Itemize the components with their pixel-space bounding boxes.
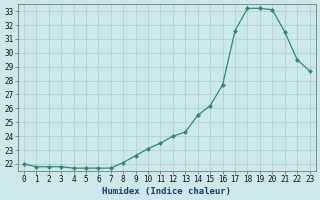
X-axis label: Humidex (Indice chaleur): Humidex (Indice chaleur) xyxy=(102,187,231,196)
